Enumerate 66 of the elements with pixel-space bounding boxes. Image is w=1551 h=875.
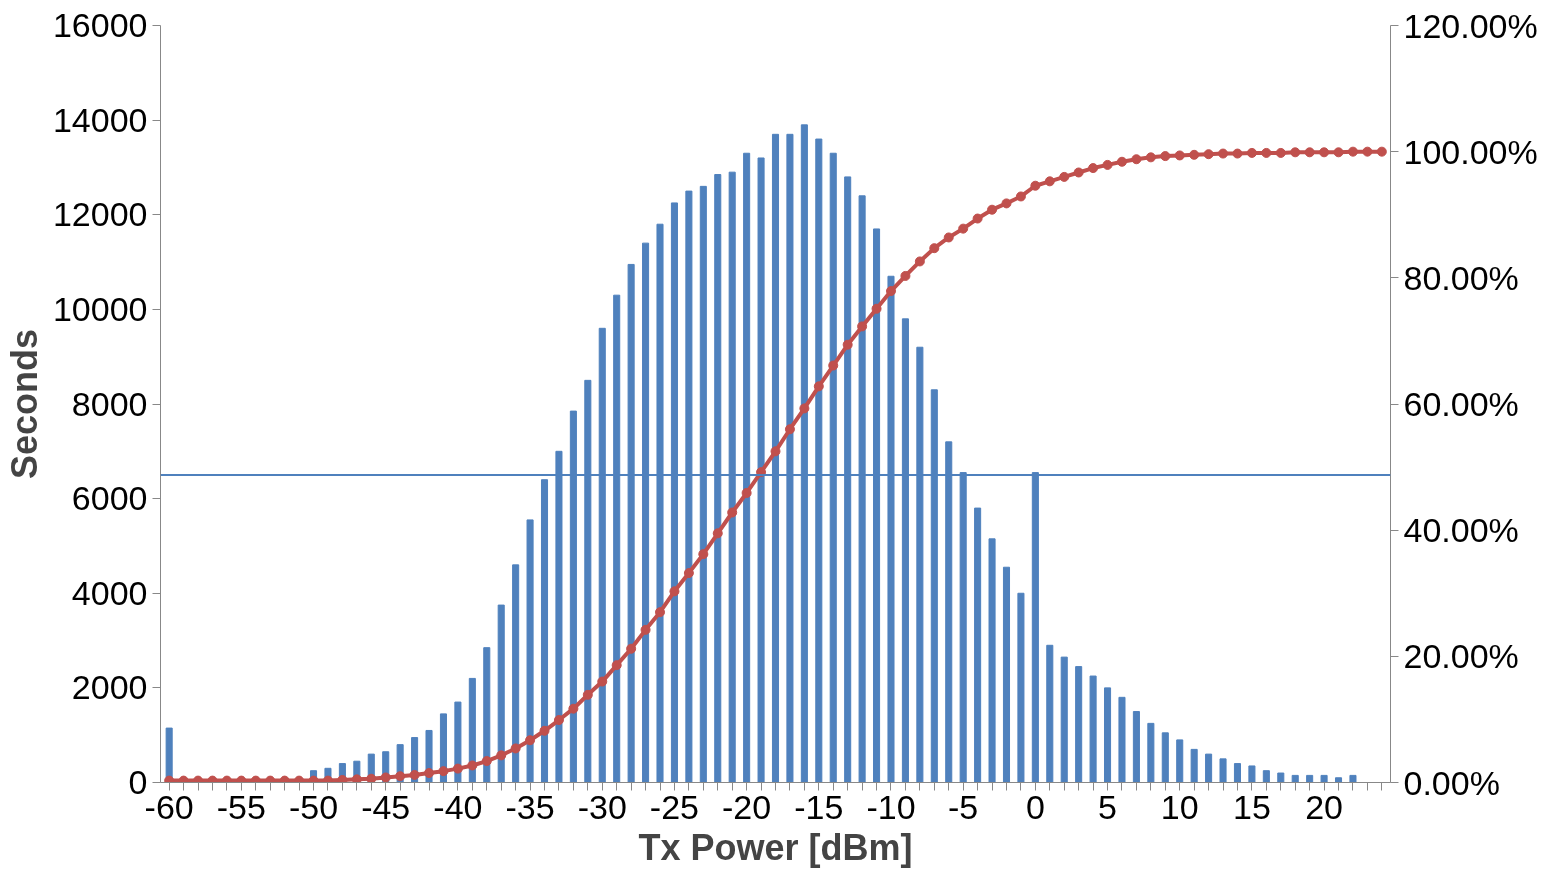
bar: [1262, 770, 1270, 783]
bar: [1089, 675, 1097, 783]
bar: [483, 647, 491, 783]
bar: [1017, 592, 1025, 783]
bar: [1349, 774, 1357, 783]
x-tick-label: 0: [1025, 787, 1045, 826]
y-tick-label: 10000: [52, 289, 148, 328]
x-tick-label: -45: [361, 787, 411, 826]
bar: [1132, 711, 1140, 783]
x-tick-label: 5: [1098, 787, 1118, 826]
x-tick-label: -30: [577, 787, 627, 826]
x-tick-label: -5: [948, 787, 979, 826]
y2-tick-label: 20.00%: [1403, 637, 1519, 676]
bar: [1104, 687, 1112, 783]
x-tick-label: 15: [1233, 787, 1271, 826]
bar: [1219, 758, 1227, 783]
bar: [1233, 763, 1241, 783]
bar: [1248, 765, 1256, 783]
y2-tick-label: 60.00%: [1403, 385, 1519, 423]
y-tick-label: 8000: [71, 384, 148, 423]
bar: [1176, 739, 1184, 783]
y-tick-label: 2000: [71, 668, 148, 707]
bar: [1205, 753, 1213, 783]
bar: [497, 604, 505, 783]
bar: [1291, 774, 1299, 783]
y2-tick-label: 0.00%: [1403, 763, 1500, 802]
bar: [974, 507, 982, 783]
bar: [1190, 748, 1198, 783]
bar: [1320, 774, 1328, 783]
bar: [1161, 732, 1169, 783]
x-tick-label: -10: [866, 787, 916, 826]
x-tick-label: 20: [1305, 787, 1344, 826]
y2-tick-label: 100.00%: [1403, 132, 1538, 171]
x-tick-label: -40: [433, 787, 483, 826]
bar: [526, 519, 534, 783]
bar: [512, 564, 520, 783]
y-tick-label: 0: [128, 763, 148, 801]
y-tick-label: 14000: [52, 100, 148, 139]
bar: [1075, 666, 1083, 783]
y-tick-label: 16000: [52, 6, 148, 44]
x-tick-label: -20: [722, 787, 772, 826]
y-tick-label: 6000: [71, 479, 148, 518]
bar: [1002, 566, 1011, 783]
y2-tick-label: 40.00%: [1403, 511, 1519, 550]
x-tick-label: -15: [794, 787, 844, 826]
y-tick-label: 12000: [52, 195, 148, 234]
bar: [988, 538, 996, 783]
bar: [540, 479, 549, 783]
bar: [1306, 774, 1314, 783]
bar: [468, 677, 476, 783]
bar: [1277, 772, 1285, 783]
y2-tick-label: 80.00%: [1403, 258, 1519, 297]
bar: [1046, 644, 1054, 783]
x-tick-label: -25: [649, 787, 700, 826]
y2-tick-label: 120.00%: [1403, 6, 1538, 45]
bar: [1147, 722, 1155, 783]
y-axis-title: Seconds: [3, 328, 45, 480]
bar: [1060, 656, 1068, 783]
y-tick-label: 4000: [71, 573, 148, 612]
x-tick-label: 10: [1160, 787, 1199, 826]
x-tick-label: -50: [288, 787, 339, 826]
bar: [1118, 696, 1126, 783]
x-axis-title: Tx Power [dBm]: [638, 826, 913, 868]
x-tick-label: -55: [216, 787, 266, 826]
x-tick-label: -35: [505, 787, 555, 826]
bar: [1335, 777, 1343, 783]
